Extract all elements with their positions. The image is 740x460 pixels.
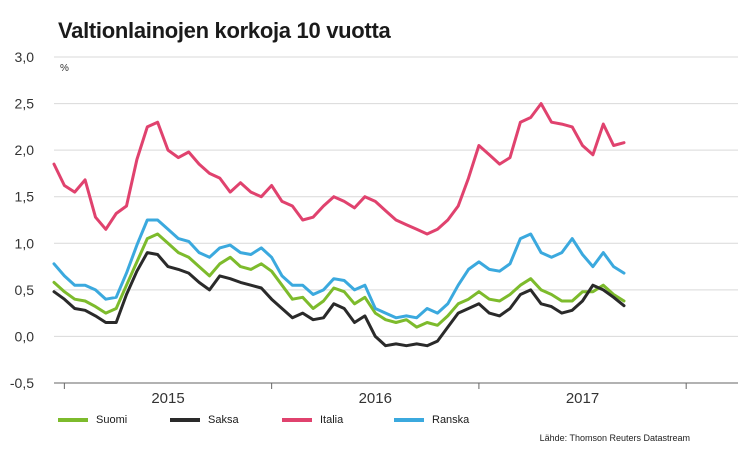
- series-line-italia: [52, 102, 626, 236]
- series-line-saksa: [52, 251, 626, 348]
- y-tick-label: 0,0: [15, 328, 35, 344]
- legend-swatch: [282, 418, 312, 422]
- source-note: Lähde: Thomson Reuters Datastream: [539, 433, 690, 443]
- x-axis: 2015 2016 2017: [54, 382, 738, 407]
- legend-label: Italia: [320, 414, 344, 426]
- legend-label: Ranska: [432, 414, 470, 426]
- x-tick-label: 2016: [359, 390, 392, 407]
- x-tick-label: 2017: [566, 390, 599, 407]
- series-line-suomi: [52, 232, 626, 329]
- legend-item-italia: Italia: [282, 414, 394, 426]
- y-tick-label: 2,0: [15, 142, 35, 158]
- legend-swatch: [170, 418, 200, 422]
- legend-item-saksa: Saksa: [170, 414, 282, 426]
- series-lines: [52, 102, 626, 348]
- chart-title: Valtionlainojen korkoja 10 vuotta: [58, 18, 391, 43]
- y-tick-label: 3,0: [15, 49, 35, 65]
- legend-swatch: [58, 418, 88, 422]
- legend-label: Suomi: [96, 414, 128, 426]
- y-axis-unit: %: [60, 63, 69, 74]
- legend-item-suomi: Suomi: [58, 414, 170, 426]
- y-axis-ticks: 3,0 2,5 2,0 1,5 1,0 0,5 0,0 -0,5: [10, 49, 34, 391]
- legend-swatch: [394, 418, 424, 422]
- y-tick-label: 2,5: [15, 96, 35, 112]
- y-tick-label: -0,5: [10, 375, 34, 391]
- y-tick-label: 1,0: [15, 235, 35, 251]
- legend-item-ranska: Ranska: [394, 414, 506, 426]
- grid-lines: [54, 56, 738, 337]
- legend: Suomi Saksa Italia Ranska: [58, 414, 506, 426]
- x-tick-label: 2015: [151, 390, 184, 407]
- y-tick-label: 0,5: [15, 282, 35, 298]
- y-tick-label: 1,5: [15, 189, 35, 205]
- series-line-ranska: [52, 218, 626, 320]
- legend-label: Saksa: [208, 414, 239, 426]
